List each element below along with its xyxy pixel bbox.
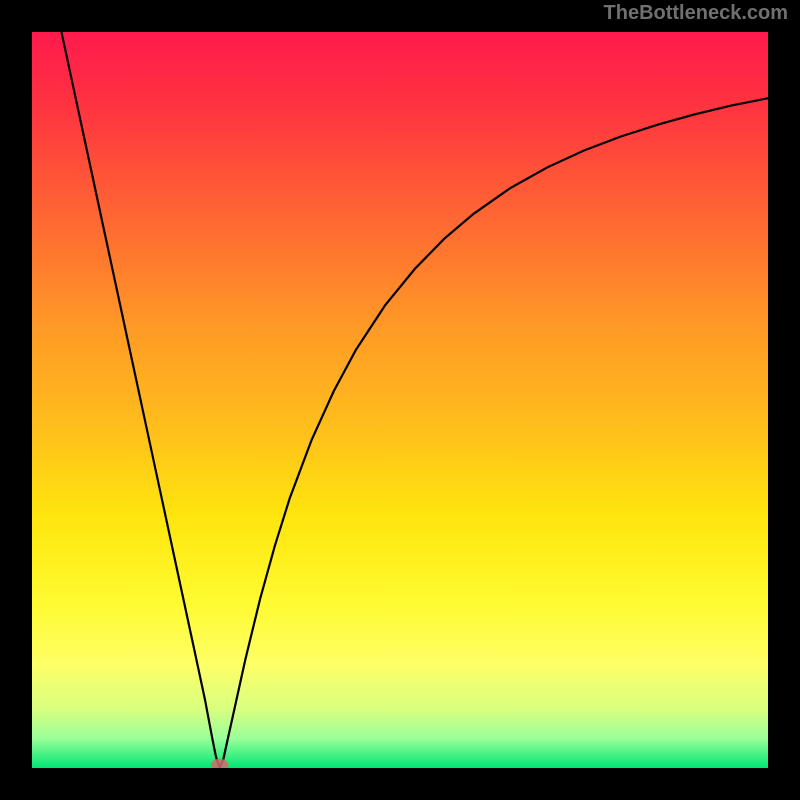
plot-area <box>32 32 768 768</box>
watermark-text: TheBottleneck.com <box>604 2 788 25</box>
curve-layer <box>32 32 768 768</box>
bottleneck-curve <box>61 32 768 768</box>
minimum-marker <box>211 759 229 768</box>
